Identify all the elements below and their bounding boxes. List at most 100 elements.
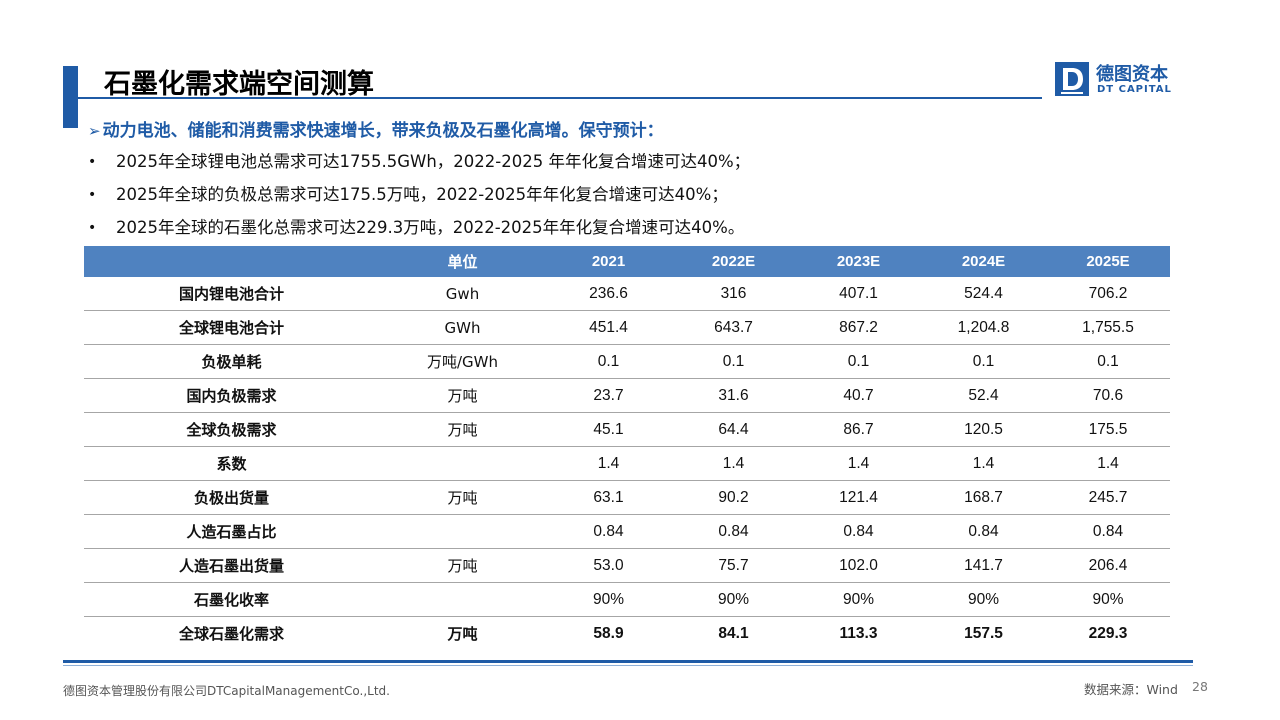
section-heading-text: 动力电池、储能和消费需求快速增长，带来负极及石墨化高增。保守预计： bbox=[102, 121, 664, 141]
value-cell: 64.4 bbox=[671, 412, 796, 447]
value-cell: 1.4 bbox=[796, 446, 921, 481]
table-row: 全球锂电池合计 GWh 451.4 643.7 867.2 1,204.8 1,755.5 bbox=[84, 310, 1170, 345]
table-row: 人造石墨占比 0.84 0.84 0.84 0.84 0.84 bbox=[84, 514, 1170, 549]
unit-cell: 万吨 bbox=[447, 625, 478, 643]
table-row: 负极单耗 万吨/GWh 0.1 0.1 0.1 0.1 0.1 bbox=[84, 344, 1170, 379]
value-cell: 451.4 bbox=[546, 310, 671, 345]
company-logo: 德图资本 DT CAPITAL bbox=[1055, 62, 1180, 98]
row-label: 全球负极需求 bbox=[84, 412, 379, 447]
bullet-text: 2025年全球的石墨化总需求可达229.3万吨，2022-2025年年化复合增速… bbox=[116, 218, 745, 237]
value-cell: 0.1 bbox=[546, 344, 671, 379]
value-cell: 53.0 bbox=[546, 548, 671, 583]
value-cell: 113.3 bbox=[839, 624, 878, 642]
value-cell: 0.84 bbox=[671, 514, 796, 549]
value-cell: 1.4 bbox=[671, 446, 796, 481]
value-cell: 643.7 bbox=[671, 310, 796, 345]
value-cell: 23.7 bbox=[546, 378, 671, 413]
table-row: 全球石墨化需求 万吨 58.9 84.1 113.3 157.5 229.3 bbox=[84, 617, 1170, 651]
row-label: 人造石墨占比 bbox=[84, 514, 379, 549]
value-cell: 236.6 bbox=[546, 277, 671, 311]
header-cell: 2022E bbox=[671, 246, 796, 277]
value-cell: 31.6 bbox=[671, 378, 796, 413]
unit-cell: 万吨/GWh bbox=[379, 344, 546, 379]
value-cell: 120.5 bbox=[921, 412, 1046, 447]
row-label: 系数 bbox=[84, 446, 379, 481]
arrow-bullet-icon: ➢ bbox=[88, 122, 101, 140]
value-cell: 102.0 bbox=[796, 548, 921, 583]
header-cell: 2023E bbox=[796, 246, 921, 277]
value-cell: 63.1 bbox=[546, 480, 671, 515]
value-cell: 1.4 bbox=[546, 446, 671, 481]
value-cell: 84.1 bbox=[718, 624, 749, 642]
section-heading: ➢ 动力电池、储能和消费需求快速增长，带来负极及石墨化高增。保守预计： bbox=[88, 116, 664, 141]
value-cell: 90% bbox=[1046, 582, 1170, 617]
value-cell: 0.1 bbox=[921, 344, 1046, 379]
logo-text-cn: 德图资本 bbox=[1096, 64, 1168, 85]
row-label: 负极出货量 bbox=[84, 480, 379, 515]
value-cell: 245.7 bbox=[1046, 480, 1170, 515]
value-cell: 168.7 bbox=[921, 480, 1046, 515]
logo-text-en: DT CAPITAL bbox=[1097, 84, 1172, 95]
row-label: 国内锂电池合计 bbox=[84, 277, 379, 311]
value-cell: 90% bbox=[796, 582, 921, 617]
footer-rule bbox=[63, 660, 1193, 663]
header-cell: 2025E bbox=[1046, 246, 1170, 277]
logo-mark-icon bbox=[1055, 62, 1089, 96]
unit-cell: 万吨 bbox=[379, 412, 546, 447]
table-header-row: 单位 2021 2022E 2023E 2024E 2025E bbox=[84, 246, 1170, 277]
row-label: 国内负极需求 bbox=[84, 378, 379, 413]
row-label: 负极单耗 bbox=[84, 344, 379, 379]
row-label: 全球石墨化需求 bbox=[178, 625, 284, 643]
value-cell: 90% bbox=[921, 582, 1046, 617]
unit-cell: Gwh bbox=[379, 277, 546, 311]
unit-cell bbox=[379, 514, 546, 549]
header-cell: 2021 bbox=[546, 246, 671, 277]
title-underline bbox=[78, 97, 1042, 99]
unit-cell: 万吨 bbox=[379, 378, 546, 413]
value-cell: 90% bbox=[671, 582, 796, 617]
value-cell: 407.1 bbox=[796, 277, 921, 311]
value-cell: 157.5 bbox=[964, 624, 1003, 642]
table-row: 系数 1.4 1.4 1.4 1.4 1.4 bbox=[84, 446, 1170, 481]
title-accent-bar bbox=[63, 66, 78, 128]
value-cell: 316 bbox=[671, 277, 796, 311]
row-label: 石墨化收率 bbox=[84, 582, 379, 617]
page-number: 28 bbox=[1192, 679, 1208, 694]
value-cell: 524.4 bbox=[921, 277, 1046, 311]
value-cell: 229.3 bbox=[1088, 624, 1128, 642]
value-cell: 70.6 bbox=[1046, 378, 1170, 413]
value-cell: 40.7 bbox=[796, 378, 921, 413]
value-cell: 0.84 bbox=[546, 514, 671, 549]
value-cell: 75.7 bbox=[671, 548, 796, 583]
value-cell: 1.4 bbox=[921, 446, 1046, 481]
value-cell: 86.7 bbox=[796, 412, 921, 447]
bullet-dot-icon: • bbox=[88, 187, 97, 203]
value-cell: 0.1 bbox=[796, 344, 921, 379]
value-cell: 867.2 bbox=[796, 310, 921, 345]
table-row: 国内锂电池合计 Gwh 236.6 316 407.1 524.4 706.2 bbox=[84, 277, 1170, 311]
value-cell: 90% bbox=[546, 582, 671, 617]
header-cell: 2024E bbox=[921, 246, 1046, 277]
row-label: 全球锂电池合计 bbox=[84, 310, 379, 345]
table-row: 国内负极需求 万吨 23.7 31.6 40.7 52.4 70.6 bbox=[84, 378, 1170, 413]
value-cell: 52.4 bbox=[921, 378, 1046, 413]
unit-cell: 万吨 bbox=[379, 548, 546, 583]
value-cell: 1,204.8 bbox=[921, 310, 1046, 345]
bullet-list: • 2025年全球锂电池总需求可达1755.5GWh，2022-2025 年年化复… bbox=[88, 149, 750, 248]
unit-cell: 万吨 bbox=[379, 480, 546, 515]
bullet-text: 2025年全球的负极总需求可达175.5万吨，2022-2025年年化复合增速可… bbox=[116, 185, 728, 204]
table-row: 人造石墨出货量 万吨 53.0 75.7 102.0 141.7 206.4 bbox=[84, 548, 1170, 583]
row-label: 人造石墨出货量 bbox=[84, 548, 379, 583]
value-cell: 706.2 bbox=[1046, 277, 1170, 311]
header-cell: 单位 bbox=[379, 246, 546, 277]
value-cell: 0.84 bbox=[921, 514, 1046, 549]
value-cell: 1,755.5 bbox=[1046, 310, 1170, 345]
value-cell: 58.9 bbox=[593, 624, 624, 642]
value-cell: 0.84 bbox=[796, 514, 921, 549]
footer-rule-thin bbox=[63, 665, 1193, 666]
bullet-item: • 2025年全球锂电池总需求可达1755.5GWh，2022-2025 年年化复… bbox=[88, 149, 750, 182]
value-cell: 0.84 bbox=[1046, 514, 1170, 549]
page-title: 石墨化需求端空间测算 bbox=[104, 69, 374, 100]
bullet-item: • 2025年全球的负极总需求可达175.5万吨，2022-2025年年化复合增速… bbox=[88, 182, 750, 215]
unit-cell bbox=[379, 582, 546, 617]
